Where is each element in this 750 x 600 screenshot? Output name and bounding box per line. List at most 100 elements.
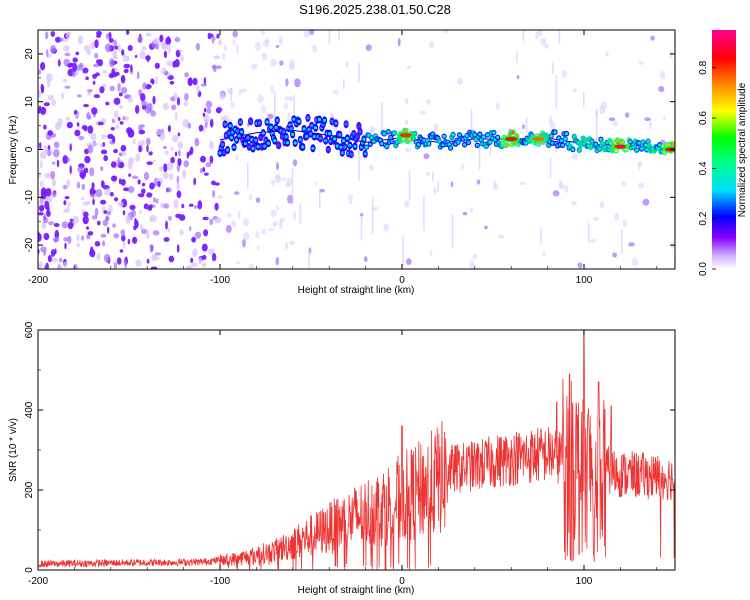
spectrogram-cell <box>91 107 98 115</box>
spectrogram-cell <box>163 50 167 59</box>
spectrogram-cell <box>78 135 85 141</box>
snr-series-line <box>38 330 675 570</box>
spectrogram-cell <box>407 65 411 70</box>
colorbar-tick-label: 0.6 <box>698 111 709 125</box>
spectrogram-cell <box>230 87 232 102</box>
spectrogram-cell <box>648 120 652 130</box>
spectrogram-cell <box>79 62 84 68</box>
spectrogram-cell <box>230 101 235 108</box>
spectrogram-cell <box>77 35 84 45</box>
spectrogram-cell <box>162 172 169 180</box>
spectrogram-cell <box>172 60 177 68</box>
spectrogram-ridge-cell <box>348 143 352 147</box>
spectrogram-cell <box>205 162 212 168</box>
spectrogram-ridge-cell <box>553 130 557 134</box>
spectrogram-ridge-cell <box>232 145 236 149</box>
spectrogram-cell <box>47 130 53 136</box>
spectrogram-ridge-cell <box>368 142 372 146</box>
spectrogram-cell <box>105 43 112 53</box>
spectrogram-cell <box>67 206 70 213</box>
spectrogram-cell <box>233 191 240 195</box>
spectrogram-cell <box>570 201 577 206</box>
spectrogram-ridge-cell <box>301 145 305 149</box>
spectrogram-cell <box>38 204 45 212</box>
spectrogram-cell <box>62 155 69 164</box>
spectrogram-cell <box>100 149 108 155</box>
spectrogram-ridge-cell <box>449 146 453 150</box>
spectrogram-cell <box>128 96 133 103</box>
spectrogram-cell <box>282 177 287 182</box>
spectrogram-cell <box>179 54 184 62</box>
spectrogram-cell <box>537 30 543 37</box>
spectrogram-cell <box>54 229 60 239</box>
spectrogram-cell <box>113 261 118 269</box>
spectrogram-cell <box>143 203 149 210</box>
spectrogram-cell <box>114 45 119 50</box>
spectrogram-cell <box>107 211 112 216</box>
spectrogram-cell <box>39 200 43 206</box>
spectrogram-cell <box>278 220 283 230</box>
spectrogram-cell <box>38 212 44 216</box>
snr-x-label: Height of straight line (km) <box>298 585 415 596</box>
spectrogram-cell <box>43 249 47 256</box>
spectrogram-cell <box>108 37 114 43</box>
spectrogram-cell <box>113 197 119 202</box>
spectrogram-ridge-cell <box>382 132 386 136</box>
spectrogram-cell <box>358 62 360 83</box>
spectrogram-cell <box>271 180 276 186</box>
snr-y-label: SNR (10 * v/v) <box>8 418 19 482</box>
spectrogram-cell <box>116 257 122 265</box>
spectrogram-cell <box>631 257 638 267</box>
spectrogram-cell <box>165 220 168 230</box>
spectrogram-cell <box>593 216 600 221</box>
spectrogram-cell <box>261 105 267 114</box>
colorbar-gradient <box>712 30 736 269</box>
spectrogram-ridge-cell <box>227 131 231 135</box>
spectrogram-cell <box>423 195 425 231</box>
spectrogram-cell <box>516 75 520 80</box>
spectrogram-cell <box>62 184 68 190</box>
spectrogram-cell <box>184 72 190 78</box>
spectrogram-cell <box>72 62 78 72</box>
spectrogram-ridge-cell <box>488 140 492 144</box>
spectrogram-cell <box>590 239 596 243</box>
spectrogram-cell <box>168 44 171 54</box>
spectrogram-cell <box>221 52 226 60</box>
spectrogram-cell <box>91 182 95 189</box>
spectrogram-cell <box>198 257 203 265</box>
spectrogram-cell <box>462 211 468 216</box>
spectrogram-cell <box>122 116 126 121</box>
spectrogram-ridge-cell <box>335 144 339 148</box>
spectrogram-cell <box>663 116 666 121</box>
spectrogram-cell <box>211 253 217 262</box>
spectrogram-ridge-cell <box>463 143 467 147</box>
spectrogram-cell <box>255 197 261 203</box>
spectrogram-cell <box>293 95 295 119</box>
spectrogram-cell <box>43 145 48 153</box>
spectrogram-cell <box>204 172 209 176</box>
spectrogram-cell <box>612 120 618 127</box>
spectrogram-cell <box>540 37 547 45</box>
spectrogram-cell <box>179 49 183 53</box>
spectrogram-cell <box>47 255 53 263</box>
spectrogram-cell <box>127 238 131 245</box>
spectrogram-ridge-cell <box>353 144 357 148</box>
spectrogram-cell <box>195 42 201 51</box>
spectrogram-ridge-cell <box>228 124 232 128</box>
spectrogram-cell <box>260 30 265 35</box>
spectrogram-cell <box>153 37 160 45</box>
spectrogram-cell <box>141 100 148 107</box>
spectrogram-cell <box>82 67 89 74</box>
spectrogram-cell <box>120 178 126 186</box>
spectrogram-cell <box>44 31 49 40</box>
spectrogram-cell <box>638 182 644 189</box>
y-tick-label: -20 <box>24 237 35 252</box>
spectrogram-ridge-cell <box>571 147 575 152</box>
spectrogram-ridge-cell <box>324 139 328 143</box>
spectrogram-cell <box>203 229 209 237</box>
spectrogram-cell <box>120 87 128 94</box>
spectrogram-ridge-cell <box>598 147 602 151</box>
spectrogram-cell <box>154 62 160 69</box>
spectrogram-ridge-cell <box>441 143 445 147</box>
spectrogram-cell <box>125 215 131 224</box>
